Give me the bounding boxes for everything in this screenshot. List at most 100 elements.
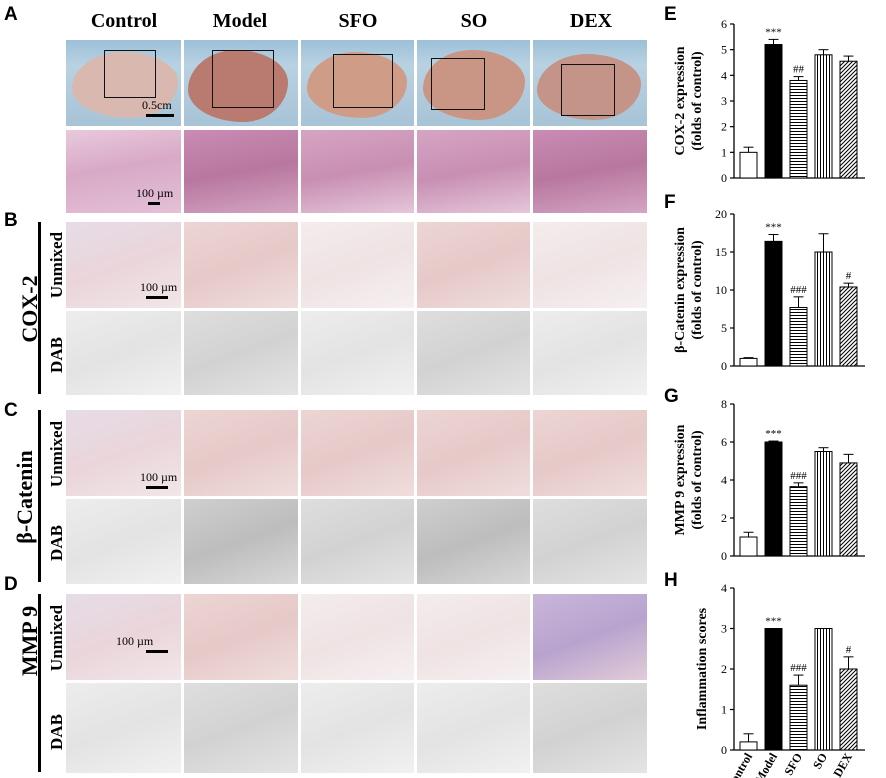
cox2-dab-sfo bbox=[301, 311, 414, 395]
chart-h: 0 1 2 3 4 Inflammation scores Control *** Model #… bbox=[695, 581, 865, 778]
cox2-unmixed-so bbox=[417, 222, 530, 308]
mmp9-unmixed-control: 100 µm bbox=[66, 594, 181, 680]
bcat-unmixed-sfo bbox=[301, 410, 414, 496]
he-image-dex bbox=[533, 130, 647, 213]
x-tick-label: Control bbox=[723, 750, 755, 778]
gross-photo-model bbox=[184, 40, 298, 126]
y-axis-label: (folds of control) bbox=[690, 51, 705, 151]
bar-model bbox=[764, 441, 783, 557]
scale-label-bcat: 100 µm bbox=[140, 470, 178, 484]
col-header-dex: DEX bbox=[569, 10, 613, 32]
y-tick-label: 15 bbox=[715, 245, 727, 259]
y-axis-label: (folds of control) bbox=[690, 430, 705, 530]
he-image-sfo bbox=[301, 130, 414, 213]
y-tick-label: 3 bbox=[721, 94, 727, 108]
y-tick-label: 6 bbox=[721, 435, 727, 449]
bar-model bbox=[764, 628, 783, 751]
y-axis-label: (folds of control) bbox=[690, 240, 705, 340]
significance-label: *** bbox=[765, 222, 782, 234]
x-tick-label: SO bbox=[810, 751, 830, 772]
y-axis-label: Inflammation scores bbox=[695, 607, 710, 730]
scale-label-he: 100 µm bbox=[136, 186, 174, 200]
significance-label: ### bbox=[790, 284, 807, 296]
bar-dex bbox=[839, 668, 858, 751]
col-header-so: SO bbox=[460, 10, 488, 32]
gross-photo-sfo bbox=[301, 40, 414, 126]
bcat-dab-sfo bbox=[301, 499, 414, 584]
bar-so bbox=[814, 251, 833, 367]
cox2-unmixed-sfo bbox=[301, 222, 414, 308]
bar-control bbox=[739, 151, 758, 179]
y-tick-label: 0 bbox=[721, 359, 727, 373]
chart-g: 0 2 4 6 8 MMP 9 expression (folds of control) *… bbox=[673, 397, 865, 563]
y-tick-label: 0 bbox=[721, 549, 727, 563]
y-tick-label: 0 bbox=[721, 171, 727, 185]
col-header-sfo: SFO bbox=[338, 10, 378, 32]
y-tick-label: 5 bbox=[721, 43, 727, 57]
row-sublabel-cox2-dab: DAB bbox=[47, 337, 66, 373]
cox2-dab-so bbox=[417, 311, 530, 395]
y-tick-label: 8 bbox=[721, 397, 727, 411]
cox2-dab-dex bbox=[533, 311, 647, 395]
significance-label: *** bbox=[765, 26, 782, 38]
y-tick-label: 1 bbox=[721, 145, 727, 159]
bar-control bbox=[739, 357, 758, 367]
panel-label-e: E bbox=[664, 4, 677, 25]
row-sublabel-bcat-dab: DAB bbox=[47, 525, 66, 561]
mmp9-dab-control bbox=[66, 683, 181, 773]
y-tick-label: 10 bbox=[715, 283, 727, 297]
panel-label-b: B bbox=[4, 210, 18, 231]
y-axis-label: MMP 9 expression bbox=[673, 424, 688, 535]
row-sublabel-mmp9-unmixed: Unmixed bbox=[47, 604, 66, 672]
bcat-unmixed-dex bbox=[533, 410, 647, 496]
x-tick-label: SFO bbox=[781, 751, 805, 778]
y-tick-label: 6 bbox=[721, 17, 727, 31]
gross-photo-control: 0.5cm bbox=[66, 40, 181, 126]
y-tick-label: 1 bbox=[721, 703, 727, 717]
y-axis-label: COX-2 expression bbox=[673, 46, 688, 155]
he-image-control: 100 µm bbox=[66, 130, 181, 213]
he-image-model bbox=[184, 130, 298, 213]
mmp9-dab-sfo bbox=[301, 683, 414, 773]
bcat-dab-model bbox=[184, 499, 298, 584]
mmp9-dab-dex bbox=[533, 683, 647, 773]
mmp9-dab-so bbox=[417, 683, 530, 773]
scale-label-gross: 0.5cm bbox=[142, 98, 172, 112]
row-sublabel-cox2-unmixed: Unmixed bbox=[47, 231, 66, 299]
x-tick-label: Model bbox=[752, 750, 781, 778]
bcat-unmixed-model bbox=[184, 410, 298, 496]
y-tick-label: 20 bbox=[715, 207, 727, 221]
mmp9-unmixed-sfo bbox=[301, 594, 414, 680]
x-tick-label: DEX bbox=[830, 750, 855, 778]
chart-f: 0 5 10 15 20 β-Catenin expression (folds of co… bbox=[673, 207, 865, 373]
panel-label-h: H bbox=[664, 570, 678, 591]
y-tick-label: 2 bbox=[721, 120, 727, 134]
row-label-mmp9: MMP 9 bbox=[17, 605, 42, 677]
gross-photo-dex bbox=[533, 40, 647, 126]
bar-control bbox=[739, 741, 758, 751]
col-header-control: Control bbox=[90, 10, 158, 32]
bar-so bbox=[814, 628, 833, 751]
y-tick-label: 2 bbox=[721, 511, 727, 525]
scale-label-cox2: 100 µm bbox=[140, 280, 178, 294]
bcat-unmixed-so bbox=[417, 410, 530, 496]
bar-model bbox=[764, 240, 783, 367]
cox2-dab-control bbox=[66, 311, 181, 395]
mmp9-unmixed-dex bbox=[533, 594, 647, 680]
row-label-bcatenin: β-Catenin bbox=[12, 450, 37, 544]
panel-label-a: A bbox=[4, 4, 18, 25]
panel-label-c: C bbox=[4, 400, 18, 421]
bar-so bbox=[814, 451, 833, 557]
bar-sfo bbox=[789, 79, 808, 179]
panel-label-d: D bbox=[4, 574, 18, 595]
row-label-cox2: COX-2 bbox=[17, 275, 42, 343]
chart-e: 0 1 2 3 4 5 6 COX-2 expression (folds of control… bbox=[673, 17, 865, 185]
cox2-unmixed-model bbox=[184, 222, 298, 308]
bar-model bbox=[764, 44, 783, 179]
y-tick-label: 4 bbox=[721, 473, 727, 487]
bar-dex bbox=[839, 462, 858, 557]
col-header-model: Model bbox=[212, 10, 268, 32]
bcat-dab-dex bbox=[533, 499, 647, 584]
significance-label: *** bbox=[765, 428, 782, 440]
significance-label: ### bbox=[790, 662, 807, 674]
